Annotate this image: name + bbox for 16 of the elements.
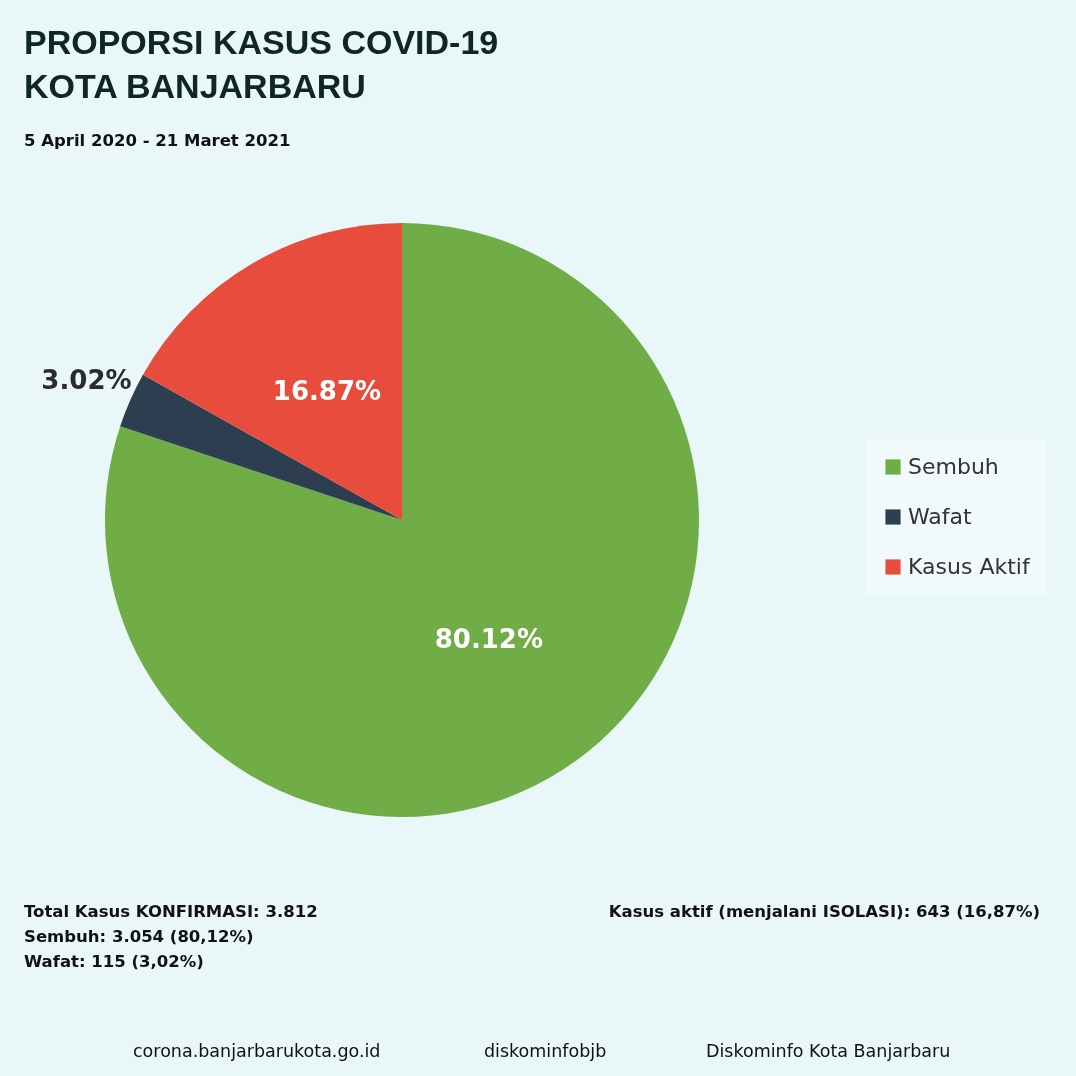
text: diskominfobjb (484, 1041, 607, 1061)
pie-slice (142, 223, 402, 520)
legend-label: Kasus Aktif (908, 554, 1031, 579)
text: Total Kasus KONFIRMASI: 3.812 (24, 902, 318, 921)
text: Sembuh: 3.054 (80,12%) (24, 927, 254, 946)
text: Wafat: 115 (3,02%) (24, 952, 204, 971)
text: corona.banjarbarukota.go.id (133, 1041, 381, 1061)
text: Kasus aktif (menjalani ISOLASI): 643 (16,87%) (608, 902, 1040, 921)
data-label: 3.02% (41, 364, 132, 395)
text: Diskominfo Kota Banjarbaru (706, 1041, 951, 1061)
data-label: 16.87% (272, 375, 382, 406)
legend-label: Wafat (908, 504, 973, 529)
legend-label: Sembuh (908, 454, 999, 479)
chart-title: PROPORSI KASUS COVID-19 KOTA BANJARBARU (24, 23, 499, 105)
data-label: 80.12% (434, 624, 544, 655)
chart-subtitle: 5 April 2020 - 21 Maret 2021 (24, 131, 291, 150)
